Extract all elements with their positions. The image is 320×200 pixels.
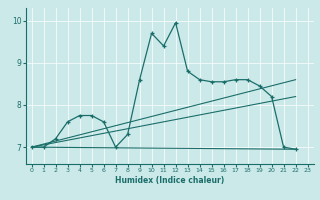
X-axis label: Humidex (Indice chaleur): Humidex (Indice chaleur) bbox=[115, 176, 224, 185]
